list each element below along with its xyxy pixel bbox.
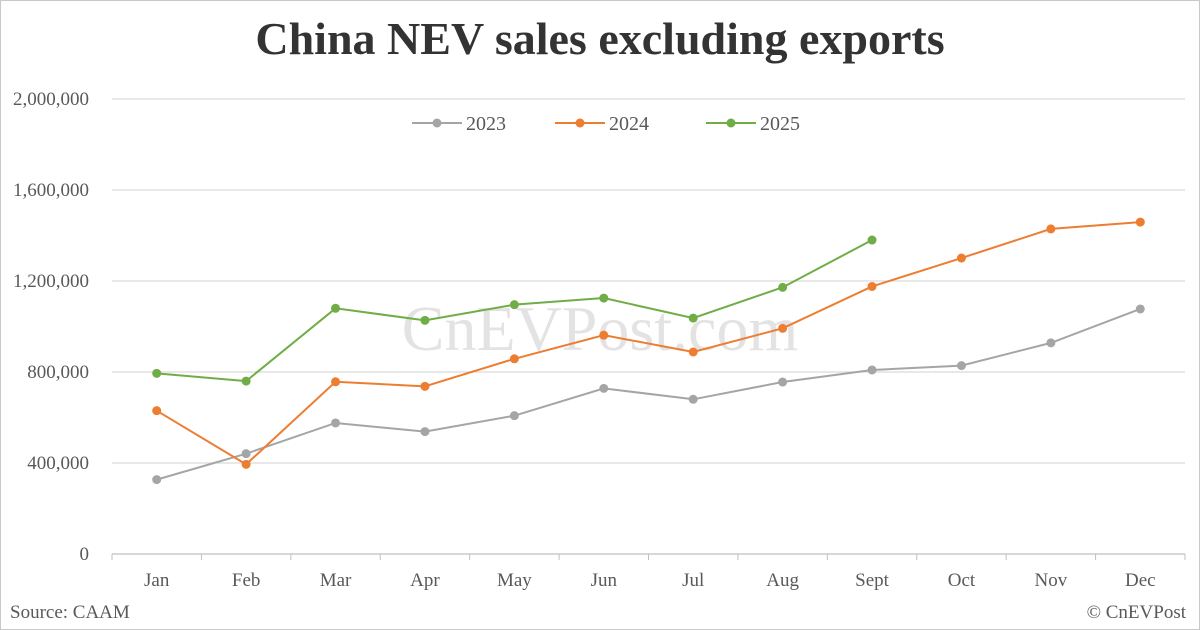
legend-label: 2023 [466, 113, 506, 135]
data-point-2024 [331, 377, 341, 387]
y-tick-label: 400,000 [27, 453, 89, 474]
y-tick-label: 0 [80, 544, 90, 565]
data-point-2024 [778, 323, 788, 333]
data-point-2024 [867, 281, 877, 291]
data-point-2024 [152, 406, 162, 416]
data-point-2024 [956, 253, 966, 263]
data-point-2024 [1135, 217, 1145, 227]
legend-label: 2024 [609, 113, 649, 135]
data-point-2023 [1046, 338, 1056, 348]
x-tick-label: Oct [948, 570, 976, 591]
data-point-2024 [420, 381, 430, 391]
x-tick-label: Feb [232, 570, 261, 591]
data-point-2023 [420, 427, 430, 437]
data-point-2023 [688, 394, 698, 404]
legend-label: 2025 [760, 113, 800, 135]
legend-marker-2023 [432, 118, 442, 128]
x-tick-label: Sept [855, 570, 890, 591]
data-point-2023 [509, 411, 519, 421]
x-tick-label: Aug [766, 570, 799, 591]
y-tick-label: 2,000,000 [13, 89, 89, 110]
data-point-2024 [1046, 224, 1056, 234]
series-line-2024 [156, 221, 1141, 466]
legend-marker-2024 [575, 118, 585, 128]
y-tick-label: 800,000 [27, 362, 89, 383]
data-point-2023 [331, 418, 341, 428]
watermark: CnEVPost.com [402, 293, 798, 364]
y-tick-label: 1,600,000 [13, 180, 89, 201]
data-point-2023 [152, 475, 162, 485]
data-point-2025 [152, 368, 162, 378]
data-point-2023 [778, 377, 788, 387]
legend-marker-2025 [726, 118, 736, 128]
data-point-2024 [509, 354, 519, 364]
data-point-2023 [1135, 304, 1145, 314]
data-point-2023 [241, 449, 251, 459]
y-tick-label: 1,200,000 [13, 271, 89, 292]
x-tick-label: Nov [1035, 570, 1068, 591]
data-point-2025 [331, 303, 341, 313]
x-tick-label: May [497, 570, 532, 591]
data-point-2024 [688, 347, 698, 357]
data-point-2025 [867, 235, 877, 245]
source-note: Source: CAAM [10, 602, 130, 623]
x-tick-label: Jan [144, 570, 170, 591]
data-point-2024 [241, 459, 251, 469]
copyright-note: © CnEVPost [1086, 602, 1186, 623]
x-tick-label: Mar [320, 570, 352, 591]
data-point-2023 [956, 361, 966, 371]
x-tick-label: Jul [682, 570, 704, 591]
data-point-2025 [509, 300, 519, 310]
data-point-2025 [688, 313, 698, 323]
data-point-2024 [599, 330, 609, 340]
data-point-2025 [778, 282, 788, 292]
x-tick-label: Jun [591, 570, 618, 591]
x-tick-label: Apr [410, 570, 440, 591]
data-point-2023 [867, 365, 877, 375]
data-point-2025 [420, 315, 430, 325]
data-point-2023 [599, 383, 609, 393]
data-point-2025 [241, 376, 251, 386]
chart-title: China NEV sales excluding exports [255, 13, 945, 64]
series-line-2023 [156, 308, 1141, 481]
x-tick-label: Dec [1125, 570, 1156, 591]
data-point-2025 [599, 293, 609, 303]
